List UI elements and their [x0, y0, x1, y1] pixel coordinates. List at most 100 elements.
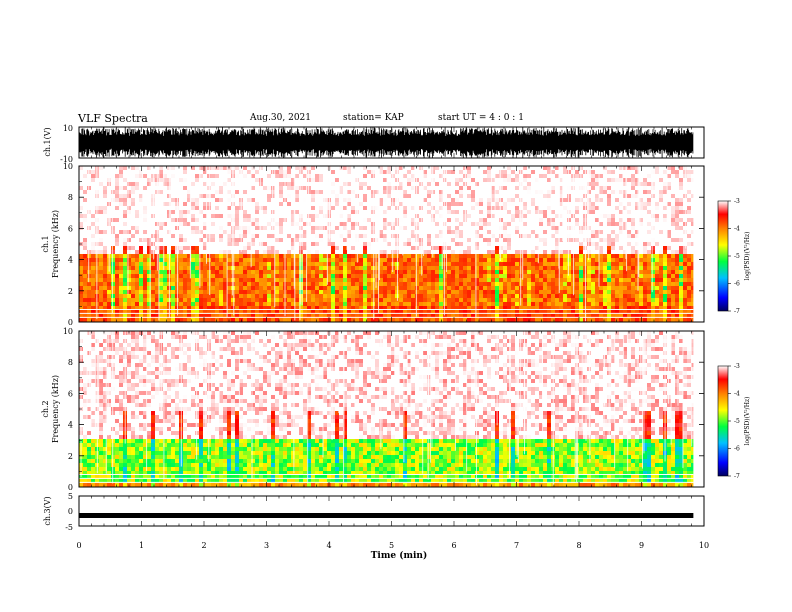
- spec1-cell: [467, 242, 471, 246]
- spec1-cell: [559, 282, 563, 286]
- spec1-cell: [123, 234, 127, 238]
- spec1-cell: [147, 298, 151, 302]
- spec1-cell: [523, 210, 527, 214]
- spec1-cell: [151, 190, 155, 194]
- spec1-cell: [515, 286, 519, 290]
- spec1-cell: [543, 314, 547, 318]
- spec1-cell: [171, 186, 175, 190]
- spec1-cell: [255, 262, 259, 266]
- spec1-cell: [443, 266, 447, 270]
- spec1-cell: [263, 222, 267, 226]
- spec1-cell: [503, 246, 507, 250]
- spec1-cell: [451, 254, 455, 258]
- spec1-cell: [259, 246, 263, 250]
- spec1-cell: [495, 170, 499, 174]
- spec1-cell: [115, 266, 119, 270]
- spec1-cell: [367, 258, 371, 262]
- spec1-cell: [127, 302, 131, 306]
- spec1-cell: [267, 202, 271, 206]
- spec1-cell: [275, 282, 279, 286]
- spec1-cell: [363, 290, 367, 294]
- spec1-cell: [495, 194, 499, 198]
- spec1-cell: [515, 266, 519, 270]
- spec1-cell: [479, 238, 483, 242]
- spec1-cell: [499, 206, 503, 210]
- spec1-cell: [487, 274, 491, 278]
- spec1-cell: [559, 290, 563, 294]
- spec1-cell: [491, 302, 495, 306]
- spec1-cell: [343, 214, 347, 218]
- spec1-cell: [299, 222, 303, 226]
- spec1-cell: [491, 306, 495, 310]
- spec1-cell: [223, 206, 227, 210]
- spec1-cell: [199, 282, 203, 286]
- spec1-cell: [523, 286, 527, 290]
- spec1-cell: [407, 198, 411, 202]
- spec1-cell: [111, 290, 115, 294]
- spec1-cell: [147, 210, 151, 214]
- spec1-cell: [147, 302, 151, 306]
- spec1-cell: [435, 190, 439, 194]
- spec1-cell: [323, 190, 327, 194]
- spec1-cell: [543, 290, 547, 294]
- spec1-cell: [171, 278, 175, 282]
- spec1-cell: [307, 278, 311, 282]
- spec1-cell: [275, 230, 279, 234]
- spec1-cell: [119, 306, 123, 310]
- spec1-cell: [343, 206, 347, 210]
- spec1-cell: [539, 246, 543, 250]
- spec1-cell: [423, 170, 427, 174]
- spec1-cell: [111, 306, 115, 310]
- spec1-cell: [399, 194, 403, 198]
- spec1-cell: [247, 190, 251, 194]
- spec1-cell: [555, 274, 559, 278]
- spec1-cell: [255, 310, 259, 314]
- spec1-cell: [435, 294, 439, 298]
- spec1-cell: [279, 234, 283, 238]
- spec1-cell: [243, 242, 247, 246]
- spec1-cell: [483, 294, 487, 298]
- spec1-cell: [551, 186, 555, 190]
- spec1-cell: [575, 214, 579, 218]
- spec1-cell: [183, 286, 187, 290]
- spec1-cell: [579, 242, 583, 246]
- spec1-cell: [483, 270, 487, 274]
- spec1-cell: [507, 302, 511, 306]
- spec1-cell: [223, 250, 227, 254]
- spec1-cell: [575, 174, 579, 178]
- spec1-cell: [363, 218, 367, 222]
- spec1-cell: [551, 246, 555, 250]
- spec1-cell: [555, 214, 559, 218]
- spec1-cell: [147, 290, 151, 294]
- spec1-cell: [211, 294, 215, 298]
- spec1-cell: [263, 182, 267, 186]
- spec1-cell: [163, 310, 167, 314]
- spec1-cell: [307, 238, 311, 242]
- spec1-cell: [523, 218, 527, 222]
- spec1-cell: [467, 274, 471, 278]
- spec1-cell: [459, 194, 463, 198]
- spec1-cell: [367, 282, 371, 286]
- spec1-cell: [179, 246, 183, 250]
- spec1-cell: [379, 266, 383, 270]
- spec1-cell: [407, 214, 411, 218]
- spec1-cell: [175, 242, 179, 246]
- spec1-cell: [371, 234, 375, 238]
- spec1-cell: [459, 302, 463, 306]
- spec1-cell: [499, 254, 503, 258]
- spec1-cell: [455, 234, 459, 238]
- spec1-cell: [247, 270, 251, 274]
- spec1-cell: [331, 170, 335, 174]
- spec1-cell: [299, 218, 303, 222]
- spec1-cell: [467, 290, 471, 294]
- spec1-cell: [287, 238, 291, 242]
- spec1-cell: [311, 278, 315, 282]
- spec1-cell: [467, 270, 471, 274]
- spec1-cell: [127, 262, 131, 266]
- spec1-cell: [79, 286, 83, 290]
- spec1-cell: [475, 218, 479, 222]
- spec1-cell: [347, 318, 351, 322]
- spec1-cell: [403, 318, 407, 322]
- spec1-cell: [471, 302, 475, 306]
- spec1-cell: [171, 166, 175, 170]
